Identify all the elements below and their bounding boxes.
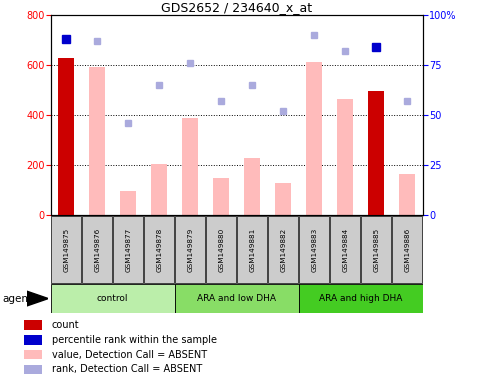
FancyBboxPatch shape [268, 216, 298, 283]
FancyBboxPatch shape [51, 284, 175, 313]
Text: rank, Detection Call = ABSENT: rank, Detection Call = ABSENT [52, 364, 202, 374]
Bar [120, 191, 136, 215]
Text: GSM149886: GSM149886 [404, 227, 410, 272]
FancyBboxPatch shape [24, 365, 43, 374]
FancyBboxPatch shape [175, 216, 205, 283]
Text: GSM149882: GSM149882 [280, 227, 286, 272]
Text: agent: agent [2, 293, 32, 304]
FancyBboxPatch shape [206, 216, 236, 283]
Text: GSM149876: GSM149876 [94, 227, 100, 272]
Bar [58, 58, 74, 215]
Bar [183, 118, 198, 215]
Text: ARA and high DHA: ARA and high DHA [319, 294, 402, 303]
Text: value, Detection Call = ABSENT: value, Detection Call = ABSENT [52, 349, 207, 360]
Text: GSM149885: GSM149885 [373, 227, 379, 272]
Text: GSM149881: GSM149881 [249, 227, 255, 272]
Bar [369, 91, 384, 215]
FancyBboxPatch shape [24, 350, 43, 359]
Bar [306, 61, 322, 215]
Title: GDS2652 / 234640_x_at: GDS2652 / 234640_x_at [161, 1, 312, 14]
FancyBboxPatch shape [144, 216, 174, 283]
FancyBboxPatch shape [299, 216, 329, 283]
FancyBboxPatch shape [113, 216, 143, 283]
Polygon shape [27, 291, 48, 306]
FancyBboxPatch shape [330, 216, 360, 283]
Text: count: count [52, 320, 79, 330]
Text: GSM149883: GSM149883 [311, 227, 317, 272]
Text: GSM149879: GSM149879 [187, 227, 193, 272]
FancyBboxPatch shape [298, 284, 423, 313]
Text: GSM149884: GSM149884 [342, 227, 348, 272]
Text: GSM149880: GSM149880 [218, 227, 224, 272]
Text: percentile rank within the sample: percentile rank within the sample [52, 335, 216, 345]
Bar [399, 174, 415, 215]
FancyBboxPatch shape [237, 216, 268, 283]
FancyBboxPatch shape [82, 216, 113, 283]
FancyBboxPatch shape [24, 320, 43, 330]
Text: ARA and low DHA: ARA and low DHA [197, 294, 276, 303]
Bar [89, 66, 105, 215]
Bar [244, 158, 260, 215]
FancyBboxPatch shape [24, 335, 43, 344]
FancyBboxPatch shape [175, 284, 298, 313]
Text: control: control [97, 294, 128, 303]
Bar [338, 99, 353, 215]
FancyBboxPatch shape [51, 216, 82, 283]
Text: GSM149877: GSM149877 [125, 227, 131, 272]
Bar [275, 183, 291, 215]
FancyBboxPatch shape [361, 216, 391, 283]
FancyBboxPatch shape [392, 216, 422, 283]
Text: GSM149878: GSM149878 [156, 227, 162, 272]
Bar [213, 177, 229, 215]
Text: GSM149875: GSM149875 [63, 227, 69, 272]
Bar [152, 164, 167, 215]
